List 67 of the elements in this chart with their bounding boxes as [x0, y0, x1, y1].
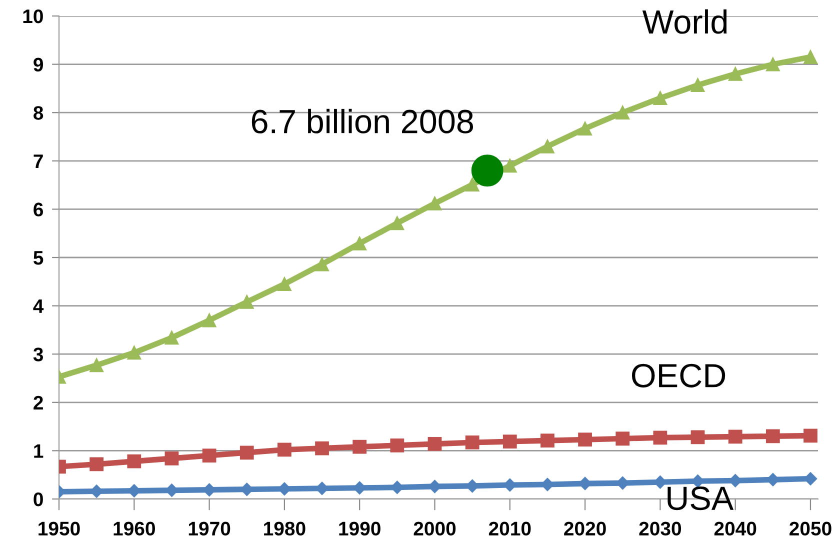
point — [690, 78, 705, 92]
x-tick-label: 1980 — [264, 522, 306, 536]
x-tick-label: 2000 — [414, 522, 456, 536]
point — [502, 434, 517, 448]
point — [502, 158, 517, 173]
x-tick-label: 2050 — [790, 522, 832, 536]
point — [127, 346, 142, 360]
y-tick-label: 8 — [34, 106, 44, 120]
y-tick-label: 4 — [33, 299, 44, 313]
y-tick-label: 9 — [34, 58, 43, 72]
point — [240, 294, 254, 309]
point — [804, 428, 818, 443]
point — [127, 454, 142, 468]
y-tick-label: 7 — [34, 154, 43, 168]
x-tick-label: 2010 — [488, 522, 531, 536]
point — [164, 451, 179, 466]
point — [315, 441, 329, 456]
point — [728, 67, 742, 81]
series-label: USA — [668, 486, 734, 510]
point — [766, 57, 780, 72]
y-tick-label: 1 — [34, 444, 44, 458]
annotation: 6.7 billion 2008 — [252, 108, 474, 134]
point — [428, 196, 442, 210]
y-tick-label: 3 — [33, 348, 44, 362]
point — [804, 50, 818, 64]
x-tick-label: 1970 — [188, 522, 230, 536]
x-tick-label: 1990 — [339, 522, 380, 536]
point — [90, 457, 104, 472]
point — [578, 432, 592, 447]
x-tick-label: 2040 — [714, 522, 756, 536]
point — [465, 436, 480, 450]
y-tick-label: 0 — [34, 492, 43, 506]
point — [164, 330, 179, 345]
point — [390, 216, 404, 230]
point — [240, 446, 254, 460]
point — [471, 154, 504, 187]
point — [578, 122, 592, 136]
series-label: World — [642, 9, 727, 34]
point — [540, 434, 554, 448]
point — [616, 106, 630, 120]
point — [278, 277, 292, 292]
point — [202, 313, 216, 328]
y-tick-label: 2 — [34, 396, 43, 410]
point — [315, 257, 329, 272]
point — [90, 358, 104, 372]
point — [653, 430, 668, 445]
x-tick-label: 1960 — [114, 522, 155, 536]
point — [428, 436, 442, 451]
point — [653, 91, 668, 106]
series-label: OECD — [632, 364, 726, 388]
point — [465, 178, 480, 192]
x-tick-label: 2020 — [564, 522, 606, 536]
point — [540, 139, 554, 154]
x-tick-label: 2030 — [639, 522, 682, 536]
point — [766, 429, 780, 444]
point — [278, 442, 292, 457]
point — [690, 430, 705, 444]
point — [202, 448, 216, 462]
point — [728, 430, 742, 444]
y-tick-label: 6 — [34, 202, 44, 216]
point — [616, 432, 630, 446]
x-tick-label: 1950 — [38, 522, 80, 536]
point — [390, 438, 404, 452]
y-tick-label: 5 — [34, 251, 44, 265]
y-tick-label: 10 — [23, 9, 43, 24]
point — [352, 236, 367, 250]
point — [352, 440, 367, 454]
